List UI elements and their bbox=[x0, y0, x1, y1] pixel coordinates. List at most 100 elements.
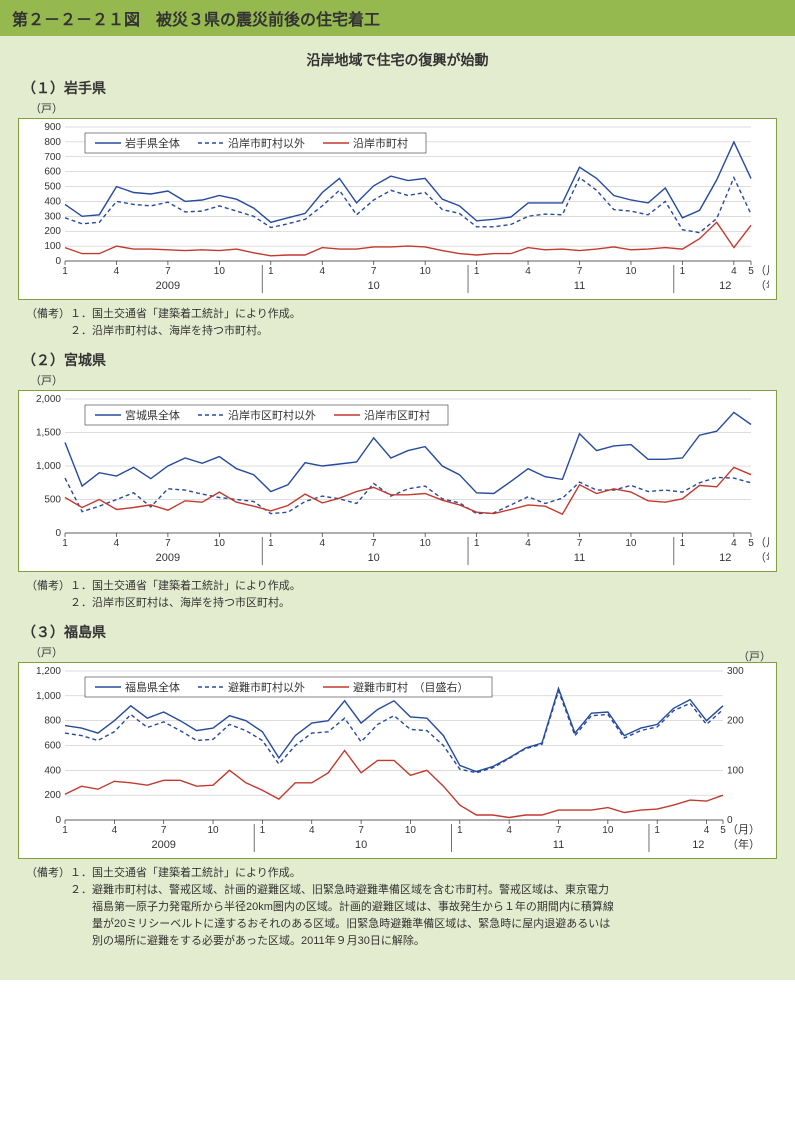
svg-text:沿岸市町村以外: 沿岸市町村以外 bbox=[228, 136, 305, 150]
svg-text:7: 7 bbox=[371, 266, 377, 277]
chart-note: （備考）１．国土交通省「建築着工統計」により作成。 ２．沿岸市区町村は、海岸を持… bbox=[26, 578, 773, 612]
svg-text:12: 12 bbox=[719, 280, 731, 292]
legend: 宮城県全体 沿岸市区町村以外 沿岸市区町村 bbox=[85, 405, 448, 425]
svg-text:（月）: （月） bbox=[755, 264, 769, 277]
section-heading: （２）宮城県 bbox=[22, 350, 777, 370]
svg-text:0: 0 bbox=[55, 528, 61, 539]
svg-text:4: 4 bbox=[525, 266, 531, 277]
svg-text:4: 4 bbox=[731, 538, 737, 549]
legend: 福島県全体 避難市町村以外 避難市町村 （目盛右） bbox=[85, 677, 492, 697]
svg-text:7: 7 bbox=[358, 825, 364, 836]
svg-text:10: 10 bbox=[625, 538, 637, 549]
chart-section: （１）岩手県（戸）0100200300400500600700800900147… bbox=[18, 78, 777, 340]
svg-text:10: 10 bbox=[207, 825, 219, 836]
svg-text:5: 5 bbox=[748, 266, 754, 277]
svg-text:700: 700 bbox=[44, 152, 61, 163]
svg-text:7: 7 bbox=[556, 825, 562, 836]
chart-box: 0100200300400500600700800900147101471014… bbox=[18, 118, 777, 300]
svg-text:宮城県全体: 宮城県全体 bbox=[125, 408, 180, 422]
svg-text:4: 4 bbox=[319, 538, 325, 549]
chart-svg: 0100200300400500600700800900147101471014… bbox=[19, 119, 769, 299]
svg-text:7: 7 bbox=[577, 266, 583, 277]
svg-text:200: 200 bbox=[727, 716, 744, 727]
svg-text:300: 300 bbox=[727, 666, 744, 677]
svg-text:12: 12 bbox=[719, 552, 731, 564]
svg-text:5: 5 bbox=[748, 538, 754, 549]
svg-text:4: 4 bbox=[309, 825, 315, 836]
svg-text:600: 600 bbox=[44, 741, 61, 752]
svg-text:4: 4 bbox=[319, 266, 325, 277]
svg-text:（年）: （年） bbox=[727, 837, 760, 851]
svg-text:1: 1 bbox=[62, 538, 68, 549]
y-unit-label: （戸） bbox=[30, 100, 777, 116]
svg-text:岩手県全体: 岩手県全体 bbox=[125, 136, 180, 150]
svg-text:4: 4 bbox=[525, 538, 531, 549]
svg-text:4: 4 bbox=[114, 538, 120, 549]
svg-text:1: 1 bbox=[680, 266, 686, 277]
y-unit-label: （戸） bbox=[30, 644, 777, 660]
svg-text:900: 900 bbox=[44, 122, 61, 133]
svg-text:4: 4 bbox=[731, 266, 737, 277]
chart-note: （備考）１．国土交通省「建築着工統計」により作成。 ２．避難市町村は、警戒区域、… bbox=[26, 865, 773, 950]
svg-text:沿岸市区町村以外: 沿岸市区町村以外 bbox=[228, 408, 316, 422]
svg-text:500: 500 bbox=[44, 182, 61, 193]
svg-text:2009: 2009 bbox=[151, 839, 175, 851]
figure-subtitle: 沿岸地域で住宅の復興が始動 bbox=[0, 50, 795, 70]
series-line bbox=[65, 178, 751, 233]
svg-text:2,000: 2,000 bbox=[36, 394, 61, 405]
svg-text:（月）: （月） bbox=[755, 536, 769, 549]
svg-text:1: 1 bbox=[654, 825, 660, 836]
svg-text:10: 10 bbox=[368, 280, 380, 292]
svg-text:500: 500 bbox=[44, 495, 61, 506]
svg-text:避難市町村以外: 避難市町村以外 bbox=[228, 680, 305, 694]
page: 第２－２－２１図 被災３県の震災前後の住宅着工 沿岸地域で住宅の復興が始動 （１… bbox=[0, 0, 795, 980]
chart-box: 02004006008001,0001,20001002003001471014… bbox=[18, 662, 777, 859]
svg-text:沿岸市町村: 沿岸市町村 bbox=[353, 136, 408, 150]
svg-text:1: 1 bbox=[62, 266, 68, 277]
svg-text:10: 10 bbox=[625, 266, 637, 277]
series-line bbox=[65, 222, 751, 256]
chart-svg: 02004006008001,0001,20001002003001471014… bbox=[19, 663, 769, 858]
section-heading: （３）福島県 bbox=[22, 622, 777, 642]
svg-text:11: 11 bbox=[574, 280, 585, 292]
svg-text:1: 1 bbox=[268, 266, 274, 277]
svg-text:1: 1 bbox=[474, 266, 480, 277]
svg-text:福島県全体: 福島県全体 bbox=[125, 680, 180, 694]
svg-text:（年）: （年） bbox=[755, 278, 769, 292]
svg-text:1: 1 bbox=[680, 538, 686, 549]
svg-text:5: 5 bbox=[720, 825, 726, 836]
svg-text:7: 7 bbox=[165, 266, 171, 277]
svg-text:避難市町村 （目盛右）: 避難市町村 （目盛右） bbox=[353, 680, 469, 694]
svg-text:7: 7 bbox=[577, 538, 583, 549]
figure-title: 第２－２－２１図 被災３県の震災前後の住宅着工 bbox=[0, 0, 795, 36]
svg-text:1,500: 1,500 bbox=[36, 428, 61, 439]
svg-text:11: 11 bbox=[574, 552, 585, 564]
svg-text:2009: 2009 bbox=[156, 280, 180, 292]
chart-svg: 05001,0001,5002,000147101471014710145（月）… bbox=[19, 391, 769, 571]
svg-text:0: 0 bbox=[55, 815, 61, 826]
svg-text:4: 4 bbox=[704, 825, 710, 836]
svg-text:沿岸市区町村: 沿岸市区町村 bbox=[364, 408, 430, 422]
svg-text:1,000: 1,000 bbox=[36, 461, 61, 472]
svg-text:1: 1 bbox=[62, 825, 68, 836]
series-line bbox=[65, 689, 723, 772]
svg-text:10: 10 bbox=[602, 825, 614, 836]
svg-text:800: 800 bbox=[44, 716, 61, 727]
svg-text:10: 10 bbox=[405, 825, 417, 836]
svg-text:10: 10 bbox=[368, 552, 380, 564]
svg-text:600: 600 bbox=[44, 167, 61, 178]
svg-text:4: 4 bbox=[114, 266, 120, 277]
svg-text:（月）: （月） bbox=[727, 823, 760, 836]
svg-text:1: 1 bbox=[268, 538, 274, 549]
svg-text:7: 7 bbox=[161, 825, 167, 836]
svg-text:11: 11 bbox=[553, 839, 564, 851]
svg-text:300: 300 bbox=[44, 211, 61, 222]
section-heading: （１）岩手県 bbox=[22, 78, 777, 98]
svg-text:（年）: （年） bbox=[755, 550, 769, 564]
svg-text:10: 10 bbox=[420, 538, 432, 549]
svg-text:12: 12 bbox=[692, 839, 704, 851]
y-unit-label: （戸） bbox=[30, 372, 777, 388]
svg-text:1: 1 bbox=[474, 538, 480, 549]
svg-text:1: 1 bbox=[260, 825, 266, 836]
svg-text:200: 200 bbox=[44, 790, 61, 801]
